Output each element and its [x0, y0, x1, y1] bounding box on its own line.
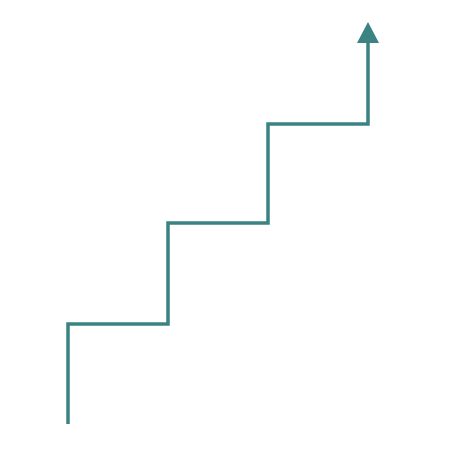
arrow-head	[357, 22, 379, 43]
staircase-line	[66, 42, 370, 424]
